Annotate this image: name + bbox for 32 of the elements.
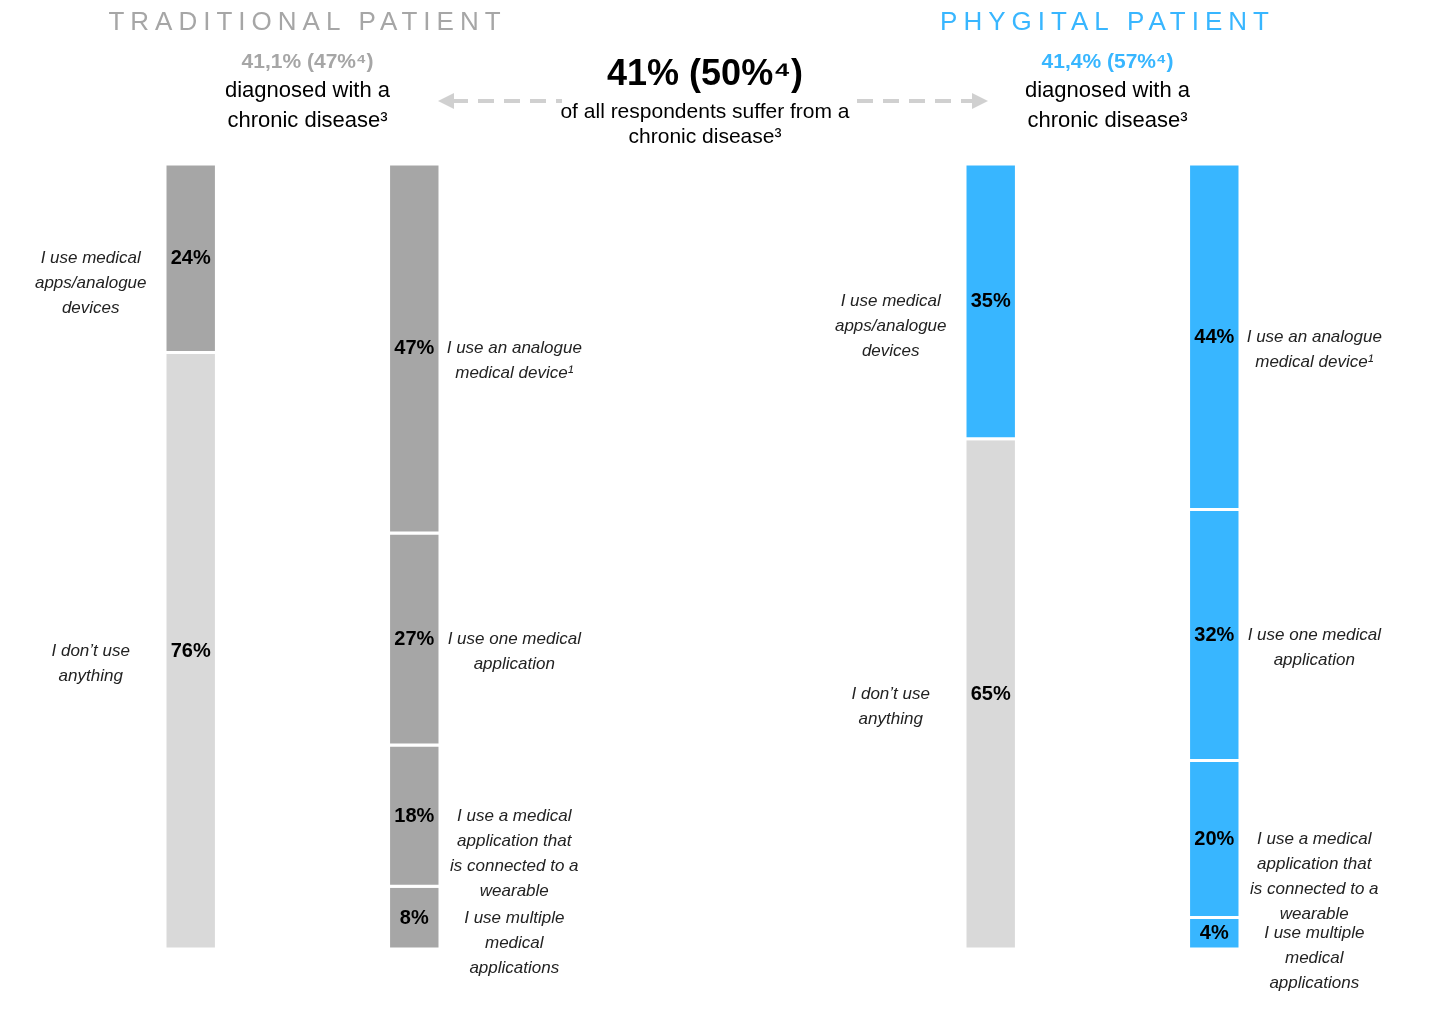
series-label: I use a medical application that is connected to a wearable [450,805,579,900]
data-label: 76% [170,638,211,661]
data-label: 27% [394,626,435,649]
data-label: 35% [970,289,1011,312]
series-label: I use an analogue medical device¹ [446,338,582,383]
series-label: I use one medical application [1247,625,1383,669]
series-label: I use medical apps/analogue devices [34,248,147,318]
series-label: I use one medical application [447,628,583,673]
data-label: 20% [1194,827,1235,850]
series-label: I use multiple medical applications [464,907,565,977]
series-label: I use medical apps/analogue devices [834,291,947,361]
text: diagnosed with a chronic disease³ [223,76,392,134]
chart-title: PHYGITAL PATIENT [939,6,1276,37]
text: I don’t use anything [851,683,930,728]
chart-subtitle: 41,1% (47%⁴) [241,49,374,72]
data-label: 18% [394,803,435,826]
text: 41% (50%⁴) [606,52,804,94]
data-label: 32% [1194,623,1235,645]
series-label: I use a medical application that is connected to a wearable [1250,829,1379,924]
text: of all respondents suffer from a chronic disease³ [560,98,850,148]
text: diagnosed with a chronic disease³ [1023,76,1192,134]
series-label: I use an analogue medical device¹ [1246,326,1382,371]
chart-subtitle: 41,4% (57%⁴) [1041,49,1174,72]
chart-title: TRADITIONAL PATIENT [107,6,508,37]
data-label: 47% [394,336,435,359]
text: I don’t use anything [51,640,130,685]
series-label: I use multiple medical applications [1264,923,1365,993]
data-label: 24% [170,246,211,269]
data-label: 65% [970,681,1011,704]
data-label: 4% [1199,921,1229,944]
data-label: 44% [1194,324,1235,347]
data-label: 8% [399,905,429,928]
